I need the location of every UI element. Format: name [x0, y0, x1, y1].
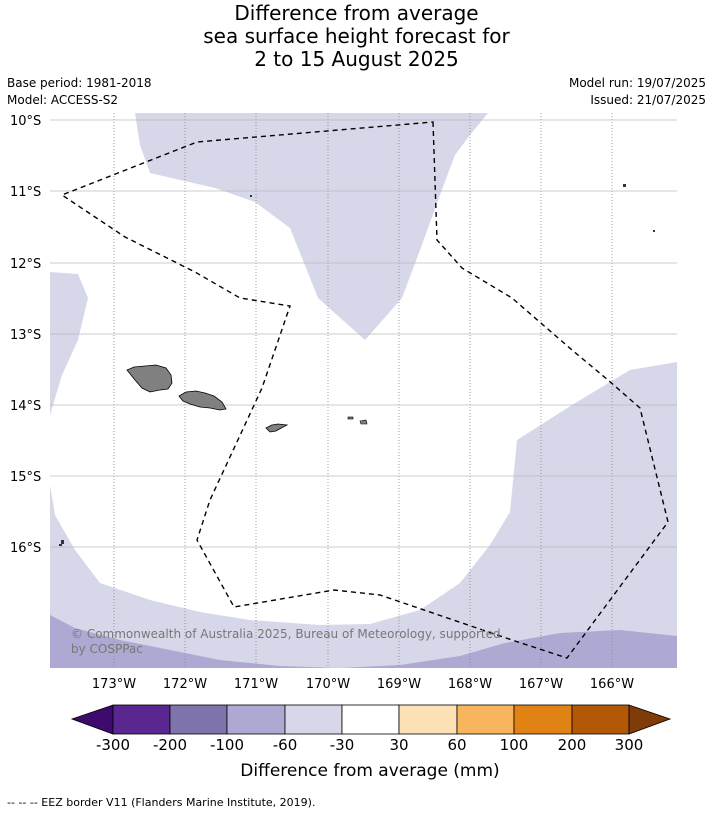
island-savaii [126, 364, 173, 393]
colorbar-segment [284, 704, 343, 735]
anomaly-region-southern-band [50, 615, 677, 668]
lon-label: 169°W [377, 677, 421, 692]
island-small-1 [250, 195, 252, 197]
model-name: Model: ACCESS-S2 [7, 93, 119, 107]
latitude-lines [50, 119, 677, 548]
graticule [113, 113, 613, 668]
lon-label: 168°W [448, 677, 492, 692]
lat-label: 12°S [10, 257, 41, 272]
island-manua-2 [359, 419, 368, 425]
island-small-3 [653, 230, 655, 232]
colorbar-title: Difference from average (mm) [240, 761, 500, 781]
lon-label: 167°W [519, 677, 563, 692]
anomaly-region-west [50, 272, 88, 415]
meta-right: Model run: 19/07/2025 Issued: 21/07/2025 [569, 75, 706, 109]
colorbar-tick-label: -300 [95, 736, 131, 754]
map-title: Difference from average sea surface heig… [0, 2, 713, 71]
title-line-1: Difference from average [234, 1, 479, 25]
island-small-4 [61, 540, 64, 544]
copyright-line-1: © Commonwealth of Australia 2025, Bureau… [71, 627, 501, 641]
map-area: © Commonwealth of Australia 2025, Bureau… [50, 113, 677, 668]
anomaly-region-south [50, 362, 677, 668]
lon-label: 170°W [306, 677, 350, 692]
colorbar-tick-label: 100 [499, 736, 529, 754]
issued-date: Issued: 21/07/2025 [590, 93, 706, 107]
colorbar-segment [226, 704, 286, 735]
longitude-labels: 173°W 172°W 171°W 170°W 169°W 168°W 167°… [92, 677, 634, 692]
island-tutuila [265, 423, 289, 433]
colorbar-segment [513, 704, 573, 735]
colorbar-low-extension [70, 704, 114, 735]
eez-border [60, 121, 669, 659]
colorbar-segment [341, 704, 400, 735]
island-upolu [178, 390, 227, 411]
eez-footnote: -- -- -- EEZ border V11 (Flanders Marine… [7, 796, 316, 809]
colorbar-tick-label: -200 [152, 736, 188, 754]
lon-label: 166°W [590, 677, 634, 692]
colorbar-high-extension [628, 704, 672, 735]
base-period: Base period: 1981-2018 [7, 76, 152, 90]
title-line-3: 2 to 15 August 2025 [254, 47, 459, 71]
island-small-2 [623, 184, 626, 187]
island-manua-1 [347, 416, 354, 420]
colorbar-segment [112, 704, 171, 735]
meta-left: Base period: 1981-2018 Model: ACCESS-S2 [7, 75, 152, 109]
colorbar-tick-label: 200 [557, 736, 587, 754]
anomaly-region-north [135, 113, 488, 340]
colorbar-segment [398, 704, 458, 735]
lat-label: 15°S [10, 470, 41, 485]
colorbar [70, 704, 672, 735]
colorbar-tick-label: 60 [447, 736, 467, 754]
lat-label: 11°S [10, 185, 41, 200]
lon-label: 171°W [234, 677, 278, 692]
lon-label: 172°W [163, 677, 207, 692]
lon-label: 173°W [92, 677, 136, 692]
colorbar-tick-label: 30 [389, 736, 409, 754]
colorbar-tick-label: -30 [329, 736, 355, 754]
island-small-5 [59, 544, 62, 546]
colorbar-segment [456, 704, 515, 735]
colorbar-tick-label: -60 [272, 736, 298, 754]
latitude-labels: 10°S 11°S 12°S 13°S 14°S 15°S 16°S [10, 114, 41, 556]
colorbar-segment [169, 704, 228, 735]
colorbar-tick-label: 300 [614, 736, 644, 754]
lat-label: 10°S [10, 114, 41, 129]
colorbar-segment [571, 704, 630, 735]
lat-label: 13°S [10, 328, 41, 343]
lat-label: 16°S [10, 541, 41, 556]
lat-label: 14°S [10, 399, 41, 414]
copyright-line-2: by COSPPac [71, 642, 143, 656]
title-line-2: sea surface height forecast for [203, 24, 510, 48]
colorbar-tick-label: -100 [209, 736, 245, 754]
model-run: Model run: 19/07/2025 [568, 76, 706, 90]
